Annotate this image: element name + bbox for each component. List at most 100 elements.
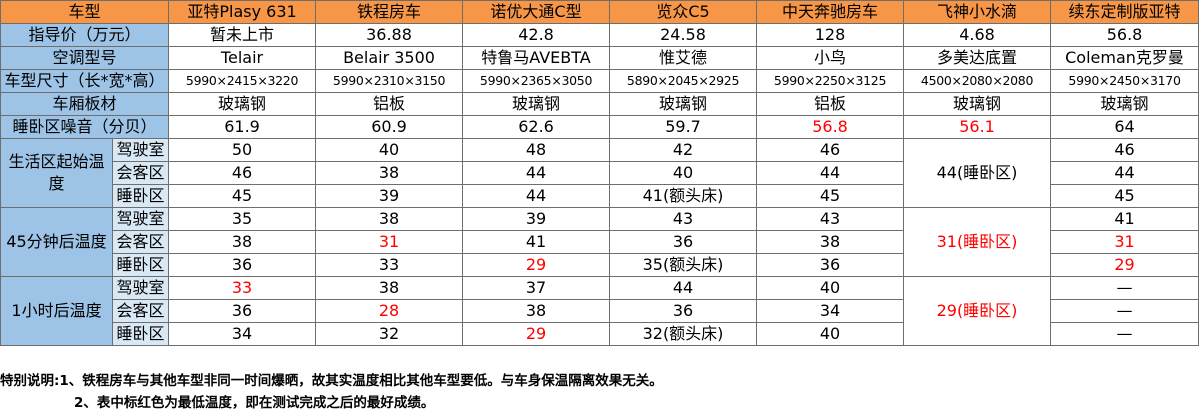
temp-cell: 46 [168,161,317,185]
temp-cell: 35 [168,207,317,231]
temp-cell: 50 [168,138,317,162]
ac-cell: Coleman克罗曼 [1050,46,1200,70]
size-cell: 5890×2045×2925 [609,69,758,93]
zone-label: 驾驶室 [111,207,170,231]
temp-row: 1小时后温度 驾驶室 33 38 37 44 40 29(睡卧区) — [0,276,1200,346]
temp-cell: 48 [462,138,611,162]
material-cell: 铝板 [756,92,905,116]
price-cell: 4.68 [903,23,1052,47]
noise-cell: 56.8 [756,115,905,139]
zone-label: 驾驶室 [111,138,170,162]
temp-cell: 41 [462,230,611,254]
temp-cell: 45 [756,184,905,208]
ac-cell: 多美达底置 [903,46,1052,70]
material-cell: 玻璃钢 [903,92,1052,116]
merged-temp-cell: 44(睡卧区) [903,138,1052,208]
temp-cell: 37 [462,276,611,300]
temp-cell: 46 [1050,138,1200,162]
size-cell: 5990×2310×3150 [315,69,464,93]
temp-cell: 34 [756,299,905,323]
model-name: 览众C5 [609,0,758,24]
group-label: 1小时后温度 [0,276,113,346]
temp-row: 睡卧区 36 33 29 35(额头床) 36 29 [1,253,1200,277]
model-name: 飞神小水滴 [903,0,1052,24]
header-row: 车型 亚特Plasy 631 铁程房车 诺优大通C型 览众C5 中天奔驰房车 飞… [0,0,1200,24]
temp-cell: 41 [1050,207,1200,231]
price-row: 指导价（万元） 暂未上市 36.88 42.8 24.58 128 4.68 5… [0,23,1200,47]
temp-cell: 36 [609,299,758,323]
price-cell: 42.8 [462,23,611,47]
row-label: 指导价（万元） [0,23,170,47]
price-cell: 24.58 [609,23,758,47]
noise-row: 睡卧区噪音（分贝） 61.9 60.9 62.6 59.7 56.8 56.1 … [0,115,1200,139]
header-label: 车型 [0,0,170,24]
material-cell: 铝板 [315,92,464,116]
temp-cell: 44 [609,276,758,300]
temp-row: 睡卧区 34 32 29 32(额头床) 40 — [1,322,1200,346]
size-row: 车型尺寸（长*宽*高） 5990×2415×3220 5990×2310×315… [0,69,1200,93]
footnote-line: 特别说明:1、铁程房车与其他车型非同一时间爆晒，故其实温度相比其他车型要低。与车… [0,373,663,389]
temp-cell: 35(额头床) [609,253,758,277]
noise-cell: 60.9 [315,115,464,139]
temp-cell: 45 [1050,184,1200,208]
group-label: 45分钟后温度 [0,207,113,277]
model-name: 铁程房车 [315,0,464,24]
model-name: 续东定制版亚特 [1050,0,1200,24]
temp-row: 会客区 46 38 44 40 44 44 [1,161,1200,185]
ac-cell: Belair 3500 [315,46,464,70]
material-cell: 玻璃钢 [1050,92,1200,116]
temp-cell: — [1050,276,1200,300]
temp-cell: 43 [756,207,905,231]
ac-cell: 惟艾德 [609,46,758,70]
temp-row: 生活区起始温度 驾驶室 50 40 48 42 46 44(睡卧区) 46 [0,138,1200,208]
temp-cell: 28 [315,299,464,323]
footnotes: 特别说明:1、铁程房车与其他车型非同一时间爆晒，故其实温度相比其他车型要低。与车… [0,370,1198,414]
temp-cell: 29 [462,253,611,277]
temp-row: 睡卧区 45 39 44 41(额头床) 45 45 [1,184,1200,208]
model-name: 亚特Plasy 631 [168,0,317,24]
temp-cell: 38 [315,207,464,231]
footnote-line: 2、表中标红色为最低温度，即在测试完成之后的最好成绩。 [74,395,435,411]
zone-label: 驾驶室 [111,276,170,300]
temp-cell: 40 [609,161,758,185]
material-row: 车厢板材 玻璃钢 铝板 玻璃钢 玻璃钢 铝板 玻璃钢 玻璃钢 [0,92,1200,116]
zone-label: 会客区 [111,230,170,254]
size-cell: 5990×2250×3125 [756,69,905,93]
ac-cell: Telair [168,46,317,70]
temp-cell: 38 [168,230,317,254]
zone-label: 睡卧区 [111,184,170,208]
noise-cell: 61.9 [168,115,317,139]
price-cell: 128 [756,23,905,47]
temp-cell: 44 [756,161,905,185]
size-cell: 4500×2080×2080 [903,69,1052,93]
ac-cell: 小鸟 [756,46,905,70]
row-label: 车型尺寸（长*宽*高） [0,69,170,93]
group-label: 生活区起始温度 [0,138,113,208]
price-cell: 暂未上市 [168,23,317,47]
temp-cell: 36 [168,253,317,277]
noise-cell: 59.7 [609,115,758,139]
temp-cell: 42 [609,138,758,162]
row-label: 车厢板材 [0,92,170,116]
zone-label: 睡卧区 [111,253,170,277]
row-label: 空调型号 [0,46,170,70]
temp-cell: 44 [462,161,611,185]
temp-cell: 38 [315,161,464,185]
temp-cell: 31 [1050,230,1200,254]
size-cell: 5990×2450×3170 [1050,69,1200,93]
temp-cell: 38 [462,299,611,323]
rv-comparison-table: 车型 亚特Plasy 631 铁程房车 诺优大通C型 览众C5 中天奔驰房车 飞… [0,0,1200,346]
model-name: 中天奔驰房车 [756,0,905,24]
temp-cell: 36 [756,253,905,277]
zone-label: 会客区 [111,161,170,185]
temp-row: 45分钟后温度 驾驶室 35 38 39 43 43 31(睡卧区) 41 [0,207,1200,277]
material-cell: 玻璃钢 [168,92,317,116]
temp-cell: 39 [315,184,464,208]
noise-cell: 56.1 [903,115,1052,139]
temp-cell: 34 [168,322,317,346]
temp-cell: 40 [756,322,905,346]
noise-cell: 64 [1050,115,1200,139]
merged-temp-cell: 31(睡卧区) [903,207,1052,277]
temp-cell: — [1050,322,1200,346]
